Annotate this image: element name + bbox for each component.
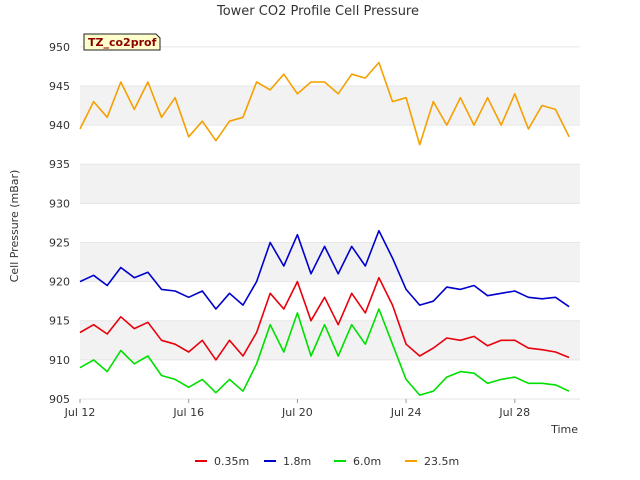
y-tick-label: 940 (49, 119, 70, 132)
series-line-1-8m (79, 229, 570, 310)
y-tick-label: 925 (49, 236, 70, 249)
y-axis-title: Cell Pressure (mBar) (8, 170, 21, 283)
grid-band (80, 85, 580, 126)
x-tick-label: Jul 16 (172, 406, 204, 419)
y-tick-label: 935 (49, 158, 70, 171)
x-tick-label: Jul 20 (281, 406, 313, 419)
y-tick-label: 945 (49, 80, 70, 93)
series-line-23-5m (79, 61, 570, 146)
series-line-0-35m (79, 276, 570, 361)
grid-band (80, 242, 580, 282)
series-lines (79, 61, 570, 396)
x-tick-label: Jul 28 (498, 406, 530, 419)
x-tick-label: Jul 24 (390, 406, 422, 419)
legend-label: 0.35m (214, 455, 249, 468)
grid-bands (80, 46, 580, 400)
site-tag: TZ_co2prof (83, 33, 161, 51)
x-axis-title: Time (550, 423, 578, 436)
legend: 0.35m 1.8m 6.0m 23.5m (195, 455, 459, 468)
y-tick-label: 915 (49, 315, 70, 328)
y-tick-label: 930 (49, 197, 70, 210)
x-axis-ticks: Jul 12 Jul 16 Jul 20 Jul 24 Jul 28 (64, 399, 530, 419)
legend-label: 1.8m (283, 455, 311, 468)
grid-band (80, 164, 580, 204)
y-tick-label: 920 (49, 276, 70, 289)
site-tag-label: TZ_co2prof (88, 36, 157, 49)
y-tick-label: 910 (49, 354, 70, 367)
x-tick-label: Jul 12 (64, 406, 96, 419)
y-tick-label: 905 (49, 393, 70, 406)
series-line-6-0m (79, 308, 570, 396)
legend-label: 23.5m (424, 455, 459, 468)
chart-title: Tower CO2 Profile Cell Pressure (216, 4, 419, 19)
legend-label: 6.0m (353, 455, 381, 468)
y-axis-ticks: 905 910 915 920 925 930 935 940 945 950 (49, 41, 70, 406)
y-tick-label: 950 (49, 41, 70, 54)
